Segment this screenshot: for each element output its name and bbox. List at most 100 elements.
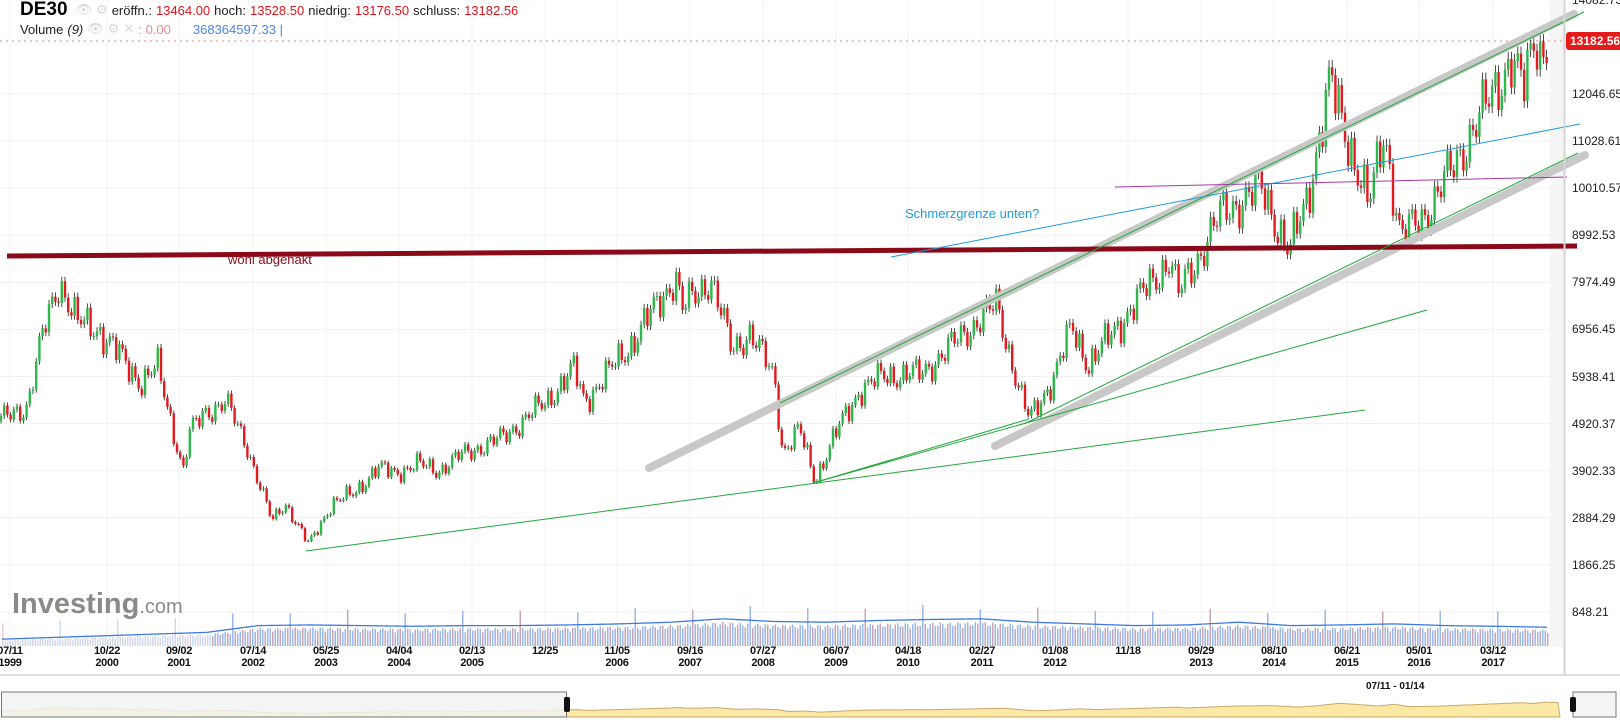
volume-bar [1474,629,1476,646]
volume-bar [1462,629,1464,646]
resistance-line[interactable] [6,243,1578,259]
volume-bar [287,628,289,646]
candle-down [1404,229,1407,244]
channel-upper-gray[interactable] [645,10,1578,472]
volume-bar [84,637,86,646]
volume-bar [949,622,951,646]
candle-down [297,523,300,525]
purple-line[interactable] [1114,176,1568,188]
candle-up [31,389,35,392]
volume-bar [1097,626,1099,646]
volume-bar [454,630,456,646]
annotation-pain-threshold[interactable]: Schmerzgrenze unten? [905,206,1040,221]
volume-bar [377,632,379,646]
volume-bar [1307,627,1309,646]
volume-bar [1094,610,1096,646]
volume-bar [1017,625,1019,646]
annotation-resistance[interactable]: wohl abgehakt [228,252,312,267]
volume-bar [1544,630,1546,646]
volume-bar [499,632,501,646]
candle-down [1273,214,1276,237]
volume-bar [1114,627,1116,646]
volume-bar [422,631,424,646]
gear-icon[interactable]: ⚙ [107,21,120,36]
green-trend-2003[interactable] [305,409,1366,552]
volume-bar [1507,628,1509,646]
volume-bar [827,625,829,646]
navigator[interactable] [1,691,1617,718]
volume-bar [944,628,946,646]
candle-down [246,445,249,458]
green-channel-upper[interactable] [779,11,1585,404]
green-channel-lower[interactable] [1023,152,1579,425]
volume-bar [1264,627,1266,646]
candle-up [787,447,790,449]
volume-bar [924,623,926,646]
candle-down [755,345,758,348]
volume-bar [1517,629,1519,646]
volume-bar [1042,627,1044,646]
volume-bar [1327,629,1329,646]
navigator-right-mask[interactable] [1572,691,1617,718]
volume-bar [1282,628,1284,646]
volume-bar [437,630,439,646]
volume-bar [1429,627,1431,646]
volume-bar [759,626,761,646]
candle-down [444,464,447,474]
volume-bar [589,627,591,646]
candle-down [1340,84,1343,113]
gear-icon[interactable]: ⚙ [96,2,108,17]
volume-bar [964,623,966,646]
volume-bar [892,628,894,646]
volume-bar [999,624,1001,646]
volume-bar [642,626,644,646]
candle-up [1267,189,1270,210]
channel-lower-gray[interactable] [991,151,1589,450]
candle-up [1196,253,1199,275]
candle-up [710,280,713,300]
volume-bar [854,625,856,646]
volume-bar [392,629,394,646]
candle-up [969,335,972,347]
eye-icon[interactable]: 👁 [75,2,93,17]
candle-up [902,364,905,381]
candle-up [1007,344,1011,350]
candle-up [793,426,796,450]
eye-icon[interactable]: 👁 [87,21,104,36]
volume-bar [122,637,124,646]
volume-bar [1039,628,1041,646]
candle-down [953,331,956,344]
candle-up [367,478,371,487]
volume-bar [1152,611,1154,646]
candle-down [1542,41,1545,57]
volume-bar [852,624,854,646]
volume-bar [1539,631,1541,646]
volume-bar [82,638,84,646]
navigator-left-handle[interactable] [564,697,570,712]
drawings[interactable] [6,10,1589,552]
green-trend-2009[interactable] [812,309,1428,484]
volume-bar [1139,628,1141,646]
close-icon[interactable]: ✕ [123,21,135,36]
navigator-left-mask[interactable] [1,691,567,718]
candle-down [540,403,543,409]
green-trend-2009-2011[interactable] [812,418,1030,484]
volume-bar [602,628,604,646]
candle-down [892,366,895,384]
candle-down [1347,141,1350,166]
candle-down [505,432,508,443]
candle-up [854,397,857,405]
blue-trend-line[interactable] [890,123,1581,258]
volume-bar [812,627,814,646]
volume-bar [412,632,414,646]
candle-down [847,405,851,422]
volume-bar [372,628,374,646]
volume-bar [57,638,59,646]
candle-up [915,359,918,365]
candle-down [799,424,803,434]
navigator-right-handle[interactable] [1570,697,1576,712]
volume-bar [1232,629,1234,646]
candle-up [937,353,940,365]
candle-down [348,486,351,495]
